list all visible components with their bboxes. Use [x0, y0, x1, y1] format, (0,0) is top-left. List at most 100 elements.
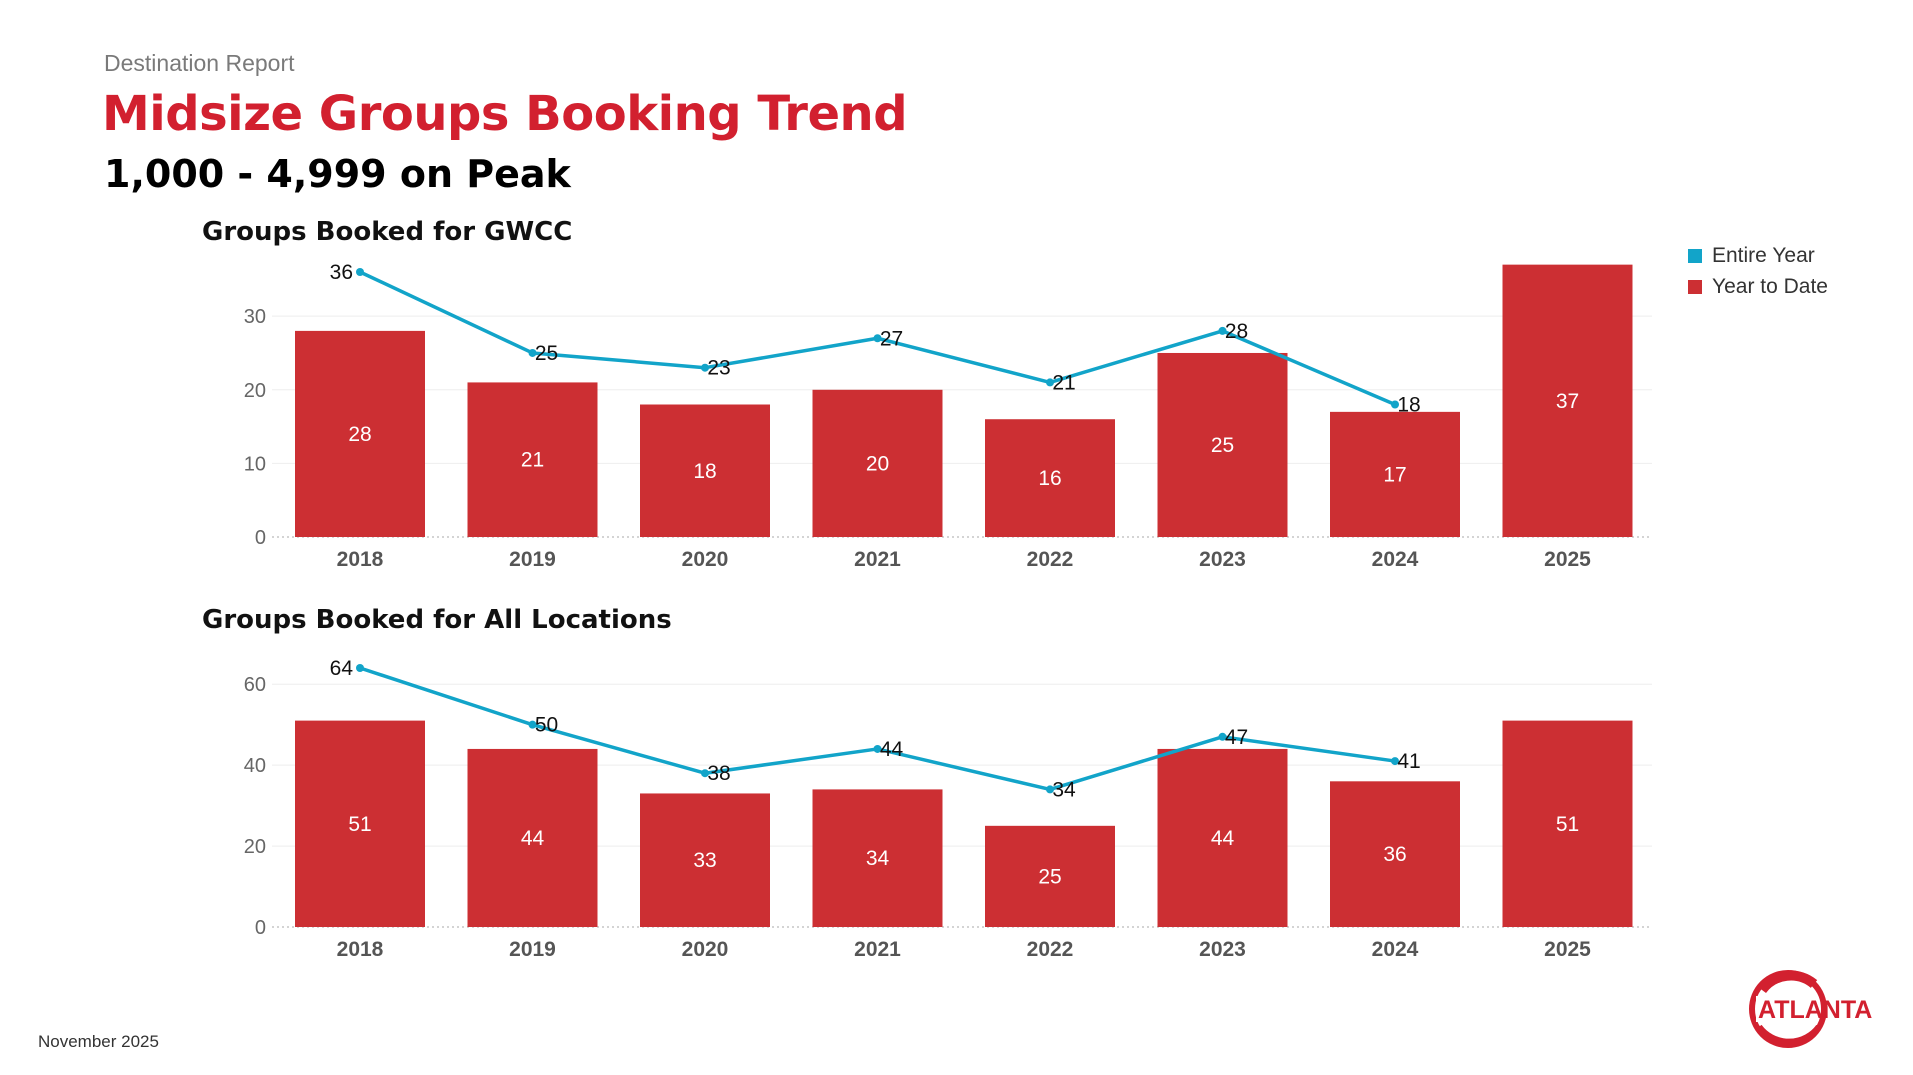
bar-2023 [1157, 748, 1288, 927]
y-tick-label: 30 [244, 306, 266, 328]
bar-2022 [985, 419, 1115, 537]
line-value-label: 44 [880, 738, 904, 761]
x-tick-label: 2021 [854, 938, 901, 961]
legend-swatch-entire-year [1688, 248, 1702, 263]
bar-2020 [640, 404, 770, 537]
bar-value-label: 21 [521, 449, 544, 472]
x-tick-label: 2018 [337, 548, 384, 571]
bar-value-label: 20 [866, 452, 889, 475]
y-tick-label: 60 [244, 674, 266, 696]
line-point [356, 664, 364, 672]
bar-value-label: 34 [866, 847, 890, 870]
bar-2019 [467, 748, 598, 927]
chart-title-all-locations: Groups Booked for All Locations [202, 605, 672, 635]
line-point [1391, 757, 1399, 766]
bar-value-label: 18 [693, 460, 716, 483]
line-value-label: 21 [1052, 371, 1075, 394]
x-tick-label: 2025 [1544, 938, 1591, 961]
bar-value-label: 44 [1211, 827, 1235, 850]
bar-2021 [812, 389, 943, 537]
line-point [873, 744, 882, 753]
page-subtitle: 1,000 - 4,999 on Peak [104, 152, 571, 196]
page-title: Midsize Groups Booking Trend [102, 86, 908, 142]
line-point [701, 769, 709, 778]
line-value-label: 64 [330, 657, 354, 680]
bar-value-label: 28 [348, 423, 371, 446]
bar-2025 [1502, 720, 1633, 927]
line-value-label: 34 [1052, 778, 1076, 801]
x-tick-label: 2018 [337, 938, 384, 961]
bar-2018 [295, 330, 425, 537]
x-tick-label: 2020 [682, 938, 729, 961]
line-value-label: 36 [330, 261, 353, 284]
x-tick-label: 2024 [1372, 548, 1419, 571]
x-tick-label: 2022 [1027, 548, 1074, 571]
bar-value-label: 44 [521, 827, 545, 850]
line-value-label: 50 [535, 714, 558, 737]
chart-title-gwcc: Groups Booked for GWCC [202, 217, 573, 247]
line-point [1046, 378, 1054, 387]
legend: Entire Year Year to Date [1688, 240, 1828, 302]
legend-item-year-to-date[interactable]: Year to Date [1688, 271, 1828, 302]
line-value-label: 47 [1225, 726, 1248, 749]
bar-2019 [467, 382, 598, 537]
legend-swatch-year-to-date [1688, 279, 1702, 294]
line-point [873, 334, 882, 343]
bar-2022 [985, 825, 1115, 927]
line-point [1046, 785, 1054, 794]
bar-2018 [295, 720, 425, 927]
x-tick-label: 2019 [509, 938, 556, 961]
line-value-label: 25 [535, 342, 558, 365]
x-tick-label: 2025 [1544, 548, 1591, 571]
x-tick-label: 2024 [1372, 938, 1419, 961]
x-tick-label: 2020 [682, 548, 729, 571]
line-point [528, 720, 537, 729]
bar-2023 [1157, 352, 1288, 537]
line-value-label: 23 [707, 357, 730, 380]
logo-text: ATLANTA [1758, 996, 1872, 1024]
bar-value-label: 33 [693, 849, 716, 872]
y-tick-label: 40 [244, 755, 266, 777]
atlanta-logo: ATLANTA [1749, 970, 1872, 1048]
y-tick-label: 10 [244, 453, 266, 475]
y-tick-label: 20 [244, 836, 266, 858]
line-value-label: 28 [1225, 320, 1248, 343]
line-point [356, 268, 364, 276]
bar-value-label: 17 [1383, 463, 1406, 486]
x-tick-label: 2019 [509, 548, 556, 571]
bar-value-label: 37 [1556, 390, 1579, 413]
footer-date: November 2025 [38, 1032, 159, 1051]
line-value-label: 18 [1397, 394, 1420, 417]
bar-value-label: 51 [348, 813, 371, 836]
bar-2024 [1330, 411, 1460, 537]
bar-2020 [640, 793, 770, 927]
bar-value-label: 51 [1556, 813, 1579, 836]
bar-value-label: 25 [1211, 434, 1234, 457]
report-label: Destination Report [104, 50, 295, 76]
line-point [1218, 326, 1227, 335]
bar-value-label: 36 [1383, 843, 1406, 866]
x-tick-label: 2023 [1199, 938, 1246, 961]
bar-value-label: 16 [1038, 467, 1061, 490]
y-tick-label: 20 [244, 380, 266, 402]
legend-label-entire-year: Entire Year [1712, 243, 1815, 267]
line-point [1391, 400, 1399, 409]
x-tick-label: 2023 [1199, 548, 1246, 571]
line-value-label: 27 [880, 327, 903, 350]
y-tick-label: 0 [255, 917, 266, 939]
line-point [528, 348, 537, 357]
line-point [1218, 732, 1227, 741]
x-tick-label: 2022 [1027, 938, 1074, 961]
line-value-label: 41 [1397, 750, 1420, 773]
line-value-label: 38 [707, 762, 730, 785]
bar-value-label: 25 [1038, 865, 1061, 888]
y-tick-label: 0 [255, 527, 266, 549]
legend-label-year-to-date: Year to Date [1712, 274, 1828, 298]
bar-2025 [1502, 264, 1633, 537]
bar-2024 [1330, 781, 1460, 927]
bar-2021 [812, 789, 943, 927]
line-point [701, 363, 709, 372]
legend-item-entire-year[interactable]: Entire Year [1688, 240, 1828, 271]
x-tick-label: 2021 [854, 548, 901, 571]
